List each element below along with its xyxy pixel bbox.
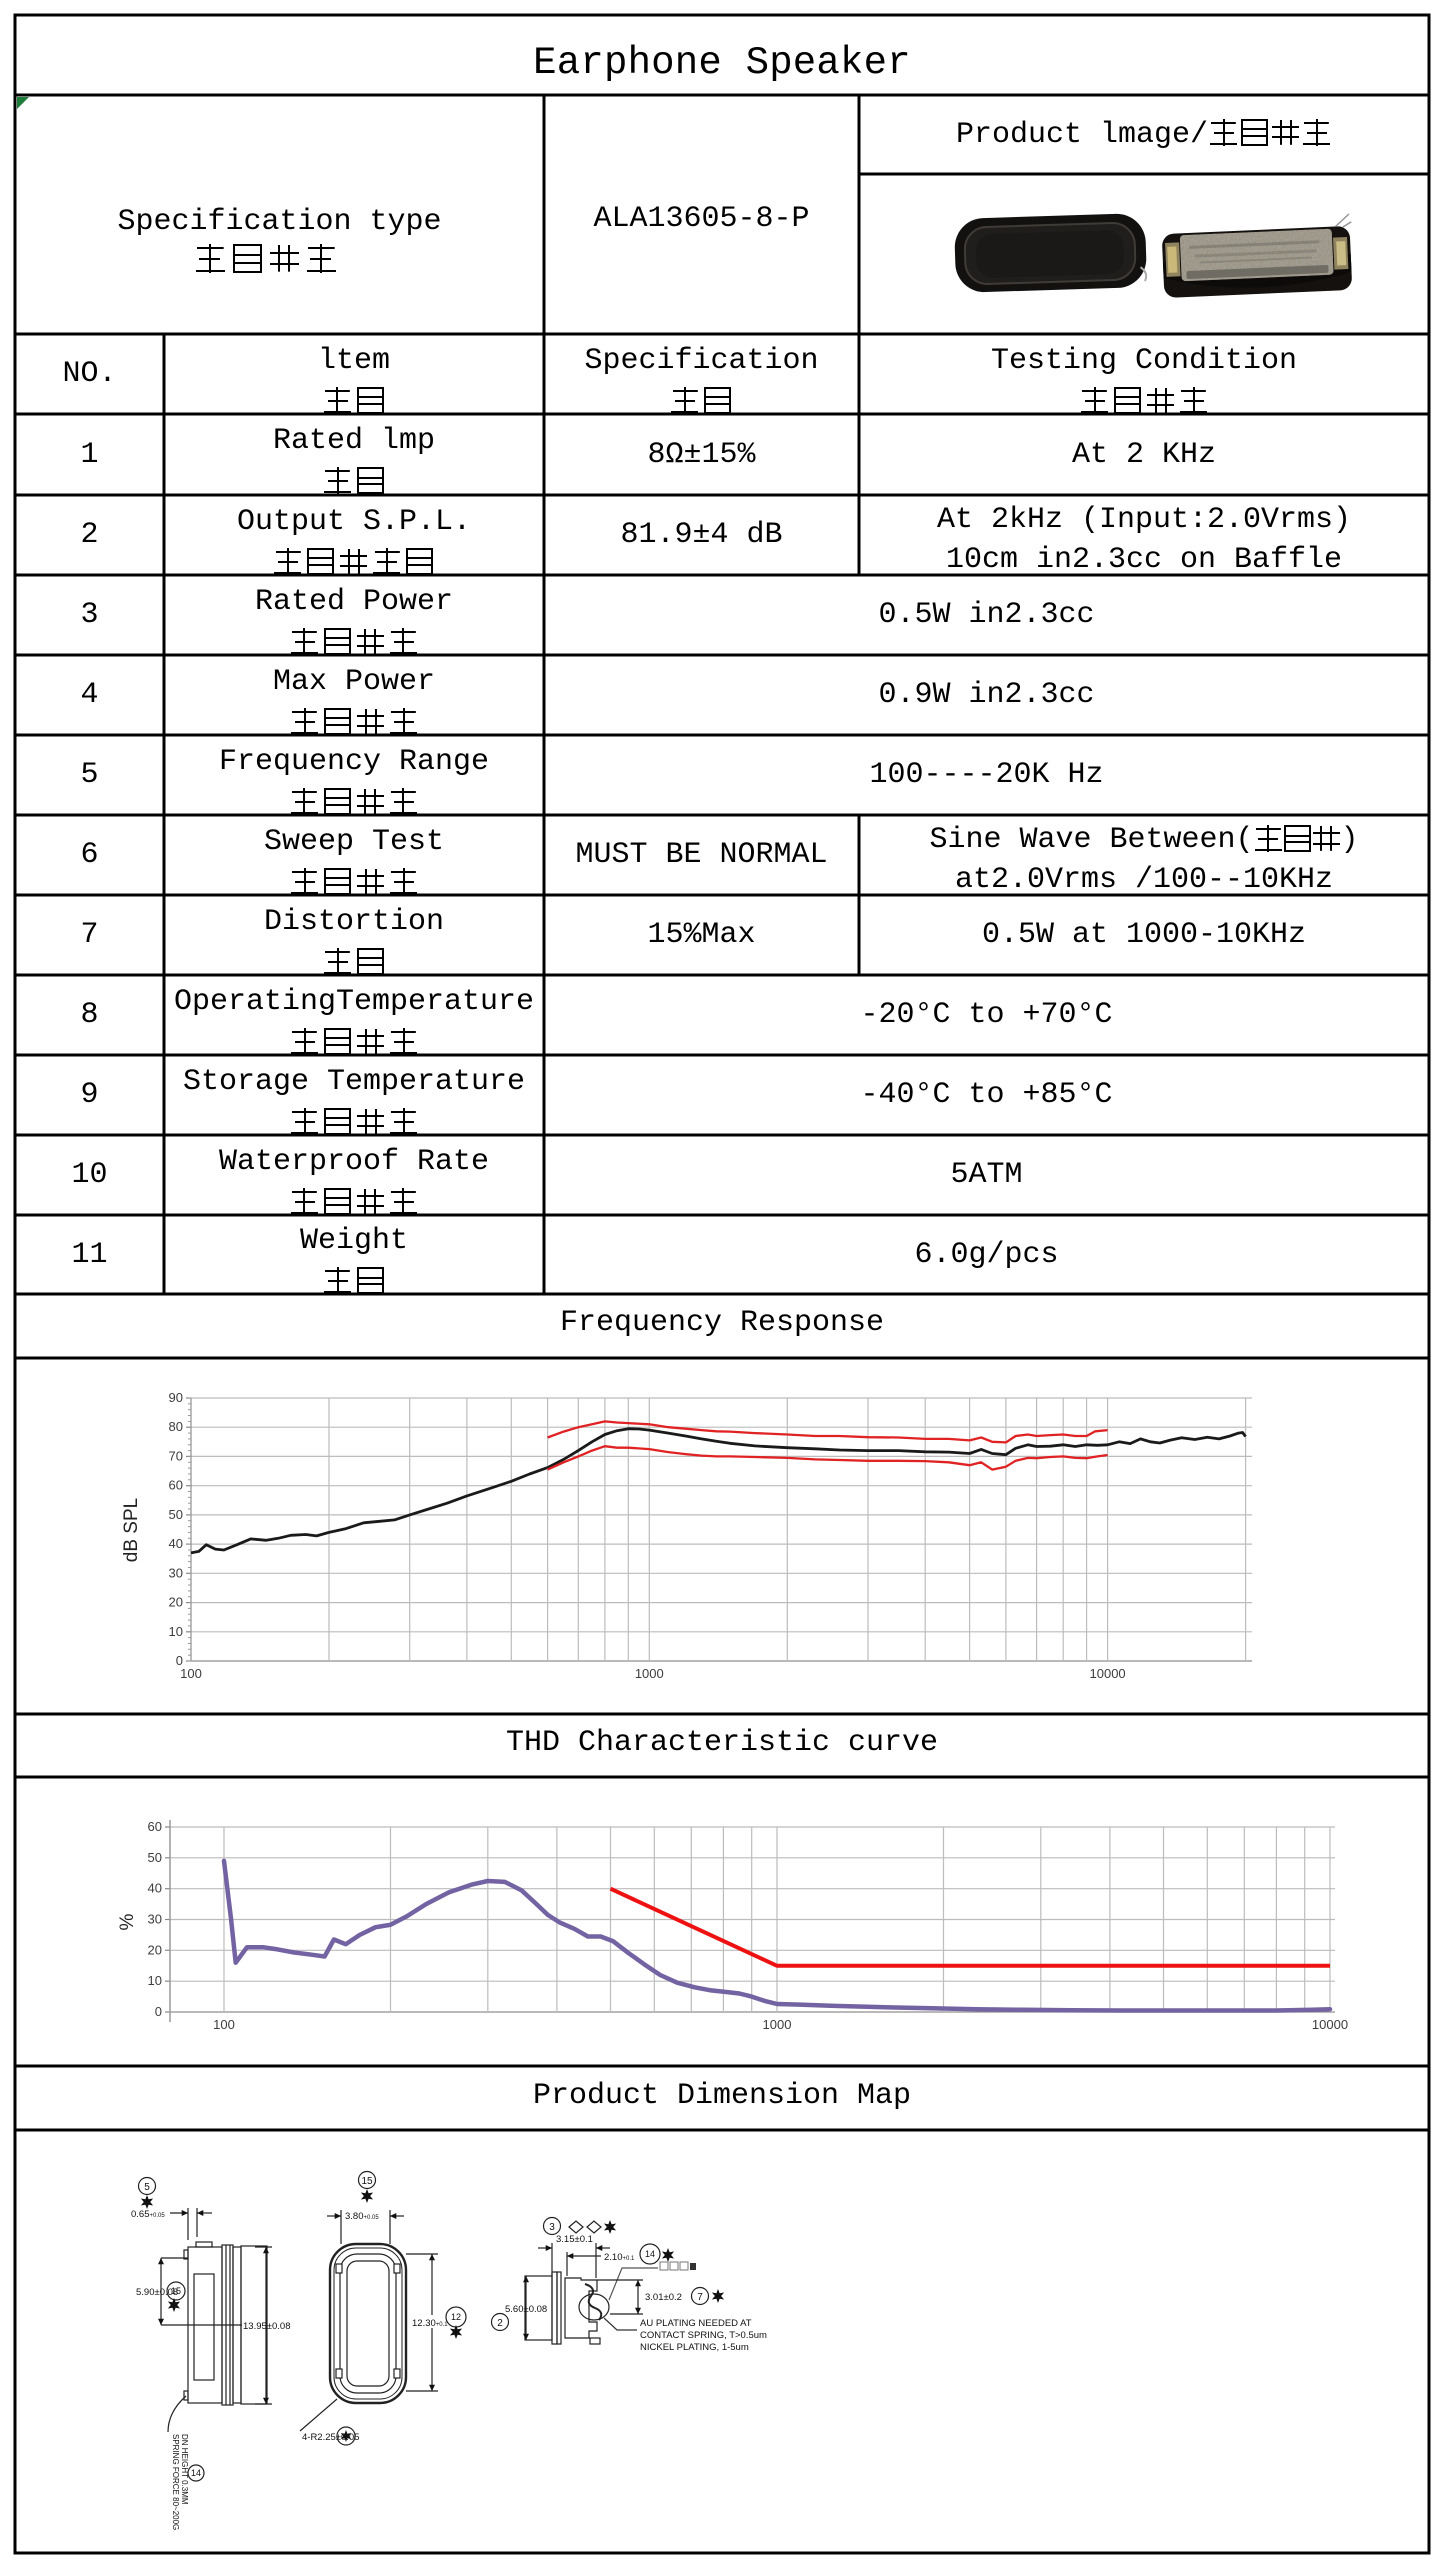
svg-text:14: 14 [191, 2468, 201, 2478]
svg-text:2: 2 [497, 2318, 503, 2329]
svg-text:10: 10 [148, 1973, 162, 1988]
svg-text:3: 3 [549, 2222, 555, 2233]
svg-text:5: 5 [144, 2182, 150, 2193]
svg-text:4-R2.25±0.05: 4-R2.25±0.05 [302, 2432, 360, 2443]
svg-text:1000: 1000 [635, 1666, 664, 1681]
svg-text:14: 14 [645, 2249, 655, 2259]
svg-text:5.90±0.08: 5.90±0.08 [136, 2287, 178, 2298]
svg-text:NICKEL PLATING, 1-5um: NICKEL PLATING, 1-5um [640, 2342, 749, 2353]
svg-text:0.65+0.05: 0.65+0.05 [131, 2209, 165, 2220]
svg-text:dB SPL: dB SPL [121, 1498, 142, 1562]
svg-text:70: 70 [169, 1448, 183, 1463]
svg-text:12: 12 [451, 2312, 461, 2322]
svg-text:0: 0 [155, 2004, 162, 2019]
svg-text:SPRING FORCE 80~200G: SPRING FORCE 80~200G [171, 2434, 180, 2530]
svg-text:10: 10 [169, 1624, 183, 1639]
svg-text:1000: 1000 [763, 2017, 792, 2032]
svg-text:CONTACT SPRING, T>0.5um: CONTACT SPRING, T>0.5um [640, 2330, 767, 2341]
svg-text:0: 0 [176, 1653, 183, 1668]
svg-text:13.95±0.08: 13.95±0.08 [243, 2321, 290, 2332]
svg-text:15: 15 [361, 2176, 373, 2187]
svg-text:40: 40 [169, 1536, 183, 1551]
svg-text:60: 60 [169, 1478, 183, 1493]
svg-text:10000: 10000 [1090, 1666, 1126, 1681]
svg-text:50: 50 [148, 1850, 162, 1865]
svg-text:DN HEIGHT 0.3MM: DN HEIGHT 0.3MM [180, 2434, 189, 2505]
svg-text:100: 100 [213, 2017, 235, 2032]
svg-text:50: 50 [169, 1507, 183, 1522]
svg-text:30: 30 [169, 1565, 183, 1580]
svg-text:AU PLATING NEEDED AT: AU PLATING NEEDED AT [640, 2318, 752, 2329]
svg-text:5.60±0.08: 5.60±0.08 [505, 2304, 547, 2315]
svg-text:%: % [117, 1913, 138, 1930]
svg-text:80: 80 [169, 1419, 183, 1434]
svg-text:3.15±0.1: 3.15±0.1 [556, 2234, 593, 2245]
svg-text:2.10+0.1: 2.10+0.1 [604, 2252, 635, 2263]
svg-text:60: 60 [148, 1819, 162, 1834]
svg-text:10000: 10000 [1312, 2017, 1348, 2032]
svg-text:20: 20 [148, 1942, 162, 1957]
svg-text:3.80+0.05: 3.80+0.05 [345, 2211, 379, 2222]
svg-text:3.01±0.2: 3.01±0.2 [645, 2292, 682, 2303]
svg-text:12.30+0.1: 12.30+0.1 [412, 2318, 448, 2329]
svg-text:40: 40 [148, 1881, 162, 1896]
svg-text:90: 90 [169, 1390, 183, 1405]
svg-text:15: 15 [171, 2286, 181, 2296]
svg-text:30: 30 [148, 1912, 162, 1927]
svg-text:7: 7 [697, 2292, 703, 2303]
svg-text:20: 20 [169, 1595, 183, 1610]
svg-text:100: 100 [180, 1666, 202, 1681]
